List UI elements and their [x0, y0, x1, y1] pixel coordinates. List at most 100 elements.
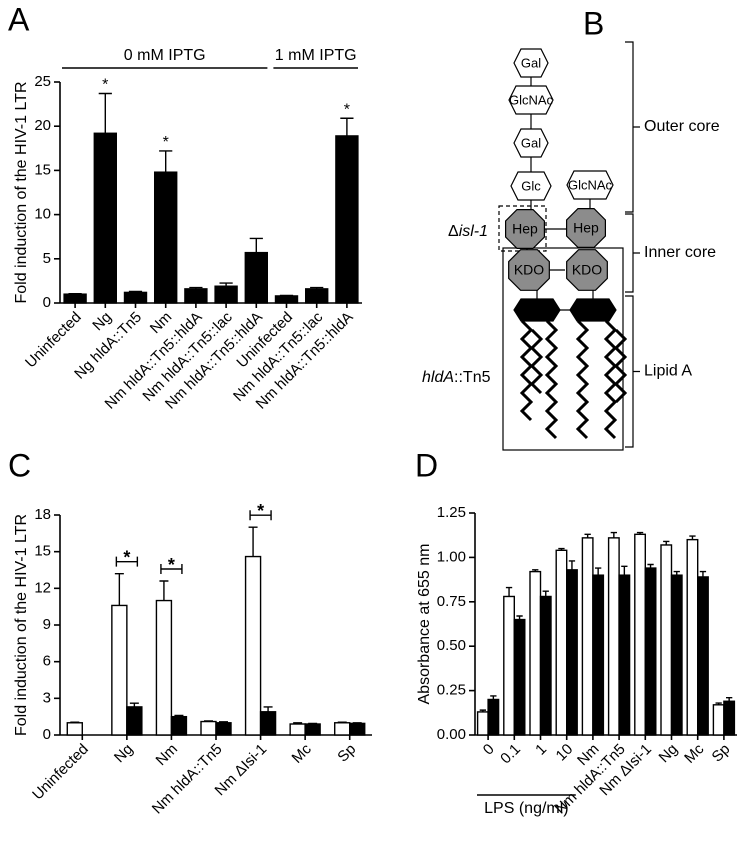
x-tick-label: Nm [153, 741, 182, 770]
bar [539, 595, 552, 736]
error-bar [610, 531, 617, 538]
error-bar [219, 282, 233, 287]
residue-label: Gal [521, 55, 541, 70]
bar [660, 544, 673, 736]
error-bar [204, 720, 213, 722]
bar [618, 574, 631, 736]
x-tick-label: Ng [111, 741, 137, 767]
error-bar [98, 92, 112, 134]
y-tick-label: 0.50 [437, 637, 466, 654]
x-tick-label: 10 [553, 741, 577, 765]
error-bar [114, 572, 124, 606]
bar [607, 537, 620, 736]
sig-label: * [344, 101, 350, 118]
fatty-chain [575, 319, 590, 440]
x-tick-label: Mc [289, 740, 316, 767]
error-bar [663, 540, 670, 545]
bracket [625, 41, 640, 213]
bar [592, 574, 605, 736]
bar [170, 715, 188, 736]
error-bar [532, 569, 539, 572]
x-tick-label: 1 [532, 741, 550, 759]
bar [155, 599, 173, 736]
residue-label: Gal [521, 135, 541, 150]
bar [304, 723, 321, 736]
bar [555, 549, 568, 736]
bar [644, 567, 657, 736]
mutation-part: Δ [448, 223, 459, 240]
y-tick-label: 0.00 [437, 726, 466, 743]
x-tick-label: 0 [480, 741, 498, 759]
y-tick-label: 10 [34, 206, 51, 223]
y-tick-label: 15 [34, 161, 51, 178]
mutation-part: ::Tn5 [454, 369, 491, 386]
bar [305, 288, 329, 304]
bar [123, 291, 148, 304]
bar [335, 135, 359, 304]
bar [349, 722, 366, 736]
region-label: Inner core [644, 244, 716, 261]
bar [66, 722, 83, 736]
y-tick-label: 1.00 [437, 548, 466, 565]
residue-label: Hep [573, 220, 599, 236]
mutation-label: Δisl-1 [448, 223, 488, 240]
panel-letter: C [8, 447, 31, 483]
error-bar [558, 547, 565, 551]
bar [126, 706, 143, 736]
error-bar [715, 702, 722, 705]
sig-label: * [257, 501, 264, 521]
error-bar [159, 580, 169, 601]
error-bar [647, 563, 654, 569]
error-bar [337, 721, 347, 723]
residue-label: Glc [521, 178, 541, 193]
bar [215, 722, 232, 736]
residue-label: Hep [512, 221, 538, 237]
lipid-box [502, 247, 624, 451]
fatty-chain [613, 328, 628, 404]
sig-label: * [168, 555, 175, 575]
error-bar [505, 586, 513, 597]
group-label: 0 mM IPTG [124, 47, 206, 64]
x-tick-label: Sp [709, 741, 734, 766]
residue-shape [508, 85, 554, 115]
error-bar [636, 531, 644, 535]
residue-label: KDO [572, 262, 602, 278]
panel-letter: D [415, 447, 438, 483]
region-label: Outer core [644, 118, 720, 135]
error-bar [263, 706, 273, 712]
bar [503, 595, 515, 736]
bar [686, 538, 699, 736]
group-label: 1 mM IPTG [275, 47, 357, 64]
bracket [625, 295, 640, 448]
bar [244, 555, 262, 736]
sig-bracket [249, 510, 272, 521]
x-tick-label: Uninfected [29, 741, 92, 804]
error-bar [174, 714, 184, 717]
residue-shape [566, 170, 614, 200]
bar [334, 722, 351, 736]
bar [634, 533, 646, 736]
error-bar [595, 567, 602, 576]
error-bar [584, 533, 591, 538]
error-bar [726, 697, 733, 702]
bar [244, 251, 269, 304]
residue-shape [504, 208, 546, 250]
bar [93, 132, 118, 304]
region-label: Lipid A [644, 363, 692, 380]
y-tick-label: 15 [34, 543, 51, 560]
sig-bracket [160, 564, 183, 574]
bar [723, 700, 736, 736]
error-bar [308, 722, 318, 725]
y-tick-label: 20 [34, 117, 51, 134]
bar [670, 574, 683, 736]
x-tick-label: 0.1 [497, 741, 524, 768]
residue-shape [513, 298, 561, 322]
bar [289, 723, 306, 736]
bar [697, 576, 709, 736]
panel-letter: A [8, 1, 30, 37]
bar [259, 711, 277, 736]
sig-label: * [163, 134, 169, 151]
y-tick-label: 6 [43, 653, 51, 670]
x-tick-label: Sp [334, 741, 359, 766]
